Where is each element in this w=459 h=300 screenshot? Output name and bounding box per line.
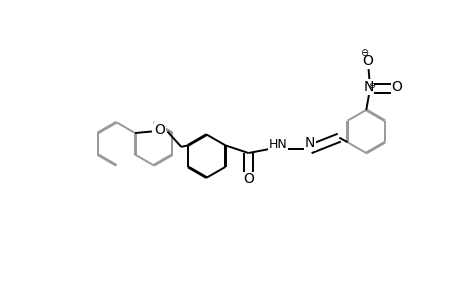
Text: N: N: [304, 136, 314, 150]
Text: O: O: [391, 80, 402, 94]
Text: O: O: [242, 172, 253, 186]
Text: N: N: [363, 80, 373, 94]
Text: ⊖: ⊖: [359, 48, 367, 58]
Text: HN: HN: [268, 138, 286, 151]
Text: O: O: [362, 54, 372, 68]
Text: O: O: [154, 123, 165, 137]
Text: ⊕: ⊕: [367, 81, 375, 90]
